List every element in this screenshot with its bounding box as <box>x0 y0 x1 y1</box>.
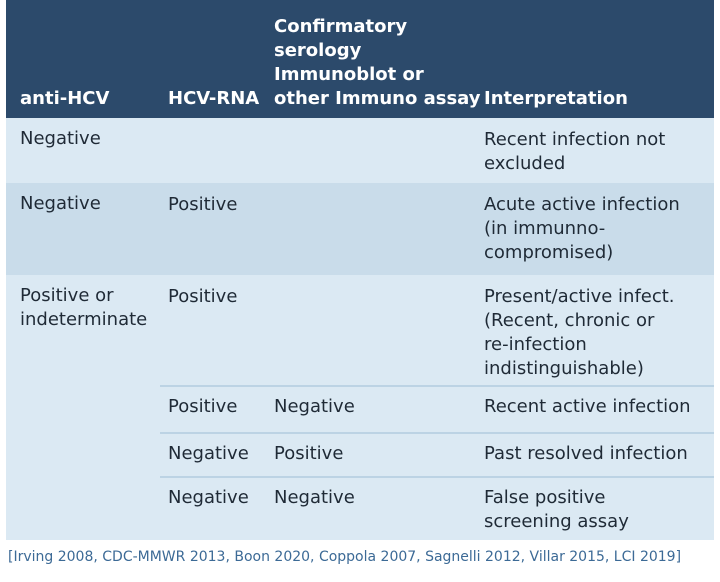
footnote: [Irving 2008, CDC-MMWR 2013, Boon 2020, … <box>8 549 682 565</box>
row-background <box>6 275 714 540</box>
text-line: Positive <box>168 194 238 215</box>
text-line: Negative <box>168 487 249 508</box>
text-line: Negative <box>168 443 249 464</box>
table-cell: Past resolved infection <box>484 442 688 466</box>
text-line: Recent infection not <box>484 129 666 150</box>
text-line: re-infection <box>484 334 587 355</box>
text-line: screening assay <box>484 511 629 532</box>
text-line: Negative <box>20 193 101 214</box>
text-line: Present/active infect. <box>484 286 675 307</box>
row-divider <box>160 476 714 478</box>
text-line: excluded <box>484 153 566 174</box>
text-line: Negative <box>274 396 355 417</box>
text-line: Negative <box>20 128 101 149</box>
text-line: indistinguishable) <box>484 358 644 379</box>
row-divider <box>160 432 714 434</box>
table-cell: Positive <box>274 442 343 466</box>
table-cell: Positive <box>168 395 237 419</box>
table-cell: Negative <box>274 486 355 510</box>
text-line: Positive <box>168 286 238 307</box>
header-cell: Confirmatory serology Immunoblot or other I… <box>274 15 481 111</box>
text-line: Recent active infection <box>484 396 691 417</box>
row-divider <box>160 385 714 387</box>
cell-anti-hcv: Negative <box>20 192 101 216</box>
text-line: Past resolved infection <box>484 443 688 464</box>
text-line: Acute active infection <box>484 194 680 215</box>
text-line: other Immuno assay <box>274 88 481 109</box>
table-cell: Negative <box>168 486 249 510</box>
text-line: Immunoblot or <box>274 64 424 85</box>
table-cell: False positive screening assay <box>484 486 629 534</box>
table-cell: Recent active infection <box>484 395 691 419</box>
cell-anti-hcv: Positive or indeterminate <box>20 284 147 332</box>
table-cell: Negative <box>168 442 249 466</box>
table-cell: Acute active infection (in immunno-compro… <box>484 193 680 265</box>
text-line: compromised) <box>484 242 614 263</box>
text-line: Positive <box>274 443 344 464</box>
text-line: (Recent, chronic or <box>484 310 655 331</box>
text-line: Interpretation <box>484 88 628 109</box>
header-cell: Interpretation <box>484 87 628 111</box>
text-line: False positive <box>484 487 606 508</box>
text-line: serology <box>274 40 362 61</box>
header-cell: anti-HCV <box>20 87 109 111</box>
text-line: Negative <box>274 487 355 508</box>
text-line: Positive or <box>20 285 114 306</box>
text-line: HCV-RNA <box>168 88 260 109</box>
table-cell: Positive <box>168 193 237 217</box>
text-line: (in immunno- <box>484 218 606 239</box>
table-cell: Positive <box>168 285 237 309</box>
table-cell: Recent infection not excluded <box>484 128 665 176</box>
table-header <box>6 0 714 118</box>
row-background <box>6 118 714 183</box>
row-background <box>6 183 714 275</box>
text-line: anti-HCV <box>20 88 110 109</box>
text-line: Confirmatory <box>274 16 408 37</box>
text-line: indeterminate <box>20 309 148 330</box>
table-cell: Negative <box>274 395 355 419</box>
table-cell: Present/active infect. (Recent, chronic o… <box>484 285 675 381</box>
cell-anti-hcv: Negative <box>20 127 101 151</box>
text-line: Positive <box>168 396 238 417</box>
header-cell: HCV-RNA <box>168 87 259 111</box>
